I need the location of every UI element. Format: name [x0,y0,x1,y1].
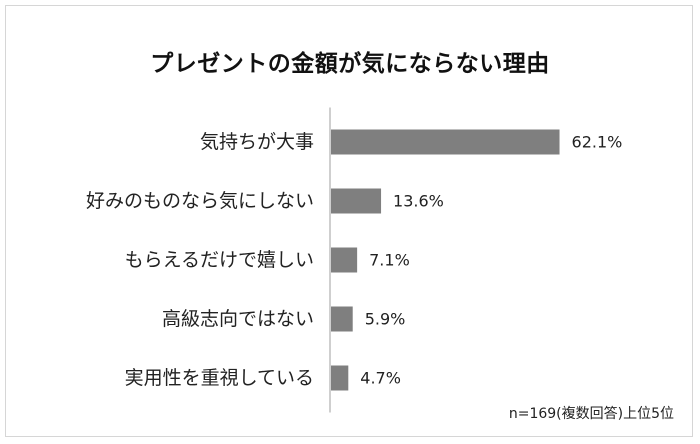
bar [331,188,382,214]
chart-title: プレゼントの金額が気にならない理由 [150,51,550,77]
bar [331,306,353,332]
value-label: 62.1% [572,133,623,152]
category-label: 気持ちが大事 [200,131,314,153]
category-label: 実用性を重視している [125,367,314,389]
bar [331,365,349,391]
sample-size-note: n=169(複数回答)上位5位 [508,406,674,422]
category-label: 高級志向ではない [162,308,314,330]
category-label: 好みのものなら気にしない [86,190,314,212]
bar [331,247,358,273]
value-label: 13.6% [393,192,444,211]
value-label: 7.1% [369,251,410,270]
bar [331,129,560,155]
value-label: 4.7% [360,369,401,388]
category-label: もらえるだけで嬉しい [125,249,314,271]
value-label: 5.9% [365,310,406,329]
chart-frame [5,5,693,437]
